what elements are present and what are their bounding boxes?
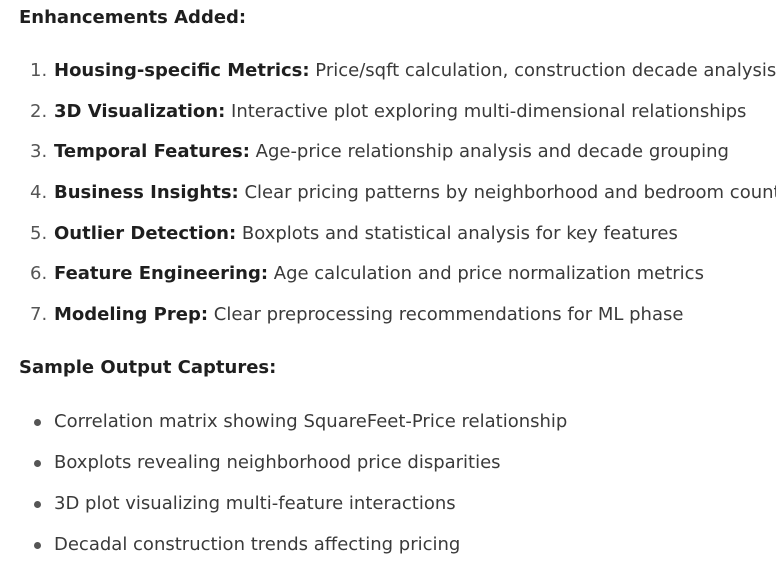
item-description: Boxplots and statistical analysis for ke… [236,222,678,244]
item-description: Clear preprocessing recommendations for … [208,304,684,326]
list-item: 6. Feature Engineering: Age calculation … [0,263,776,304]
list-item-text: Temporal Features: Age-price relationshi… [54,141,729,163]
bullet-item: Boxplots revealing neighborhood price di… [0,452,776,493]
bullet-item: Decadal construction trends affecting pr… [0,534,776,575]
bullet-dot-icon [34,542,41,549]
item-description: Clear pricing patterns by neighborhood a… [238,182,776,204]
list-item-text: Housing-specific Metrics: Price/sqft cal… [54,60,776,82]
list-item-text: Business Insights: Clear pricing pattern… [54,182,776,204]
list-number: 4. [30,182,48,204]
bullet-item-text: Decadal construction trends affecting pr… [54,534,461,555]
list-number: 7. [30,304,48,326]
list-item-text: Modeling Prep: Clear preprocessing recom… [54,304,683,326]
bullet-item-text: 3D plot visualizing multi-feature intera… [54,493,456,514]
item-description: Age calculation and price normalization … [268,263,704,285]
list-item: 1. Housing-specific Metrics: Price/sqft … [0,60,776,101]
list-item: 5. Outlier Detection: Boxplots and stati… [0,223,776,264]
bullet-dot-icon [34,460,41,467]
item-label: Housing-specific Metrics: [54,60,310,81]
item-description: Age-price relationship analysis and deca… [249,141,729,163]
section-heading-enhancements: Enhancements Added: [19,7,247,28]
list-item-text: Feature Engineering: Age calculation and… [54,263,704,285]
item-label: 3D Visualization: [54,100,226,122]
sample-output-list: Correlation matrix showing SquareFeet-Pr… [0,411,776,575]
item-description: Interactive plot exploring multi-dimensi… [225,100,747,122]
list-item: 3. Temporal Features: Age-price relation… [0,141,776,182]
bullet-item: Correlation matrix showing SquareFeet-Pr… [0,411,776,452]
bullet-item-text: Boxplots revealing neighborhood price di… [54,452,501,473]
list-item-text: 3D Visualization: Interactive plot explo… [54,101,746,123]
item-label: Temporal Features: [54,141,250,163]
list-number: 5. [30,222,48,244]
list-number: 6. [30,263,48,285]
bullet-dot-icon [34,501,41,508]
list-item: 4. Business Insights: Clear pricing patt… [0,182,776,223]
list-item: 7. Modeling Prep: Clear preprocessing re… [0,304,776,345]
item-description: Price/sqft calculation, construction dec… [309,60,776,81]
list-number: 3. [30,141,48,163]
item-label: Business Insights: [54,182,239,204]
item-label: Outlier Detection: [54,222,237,244]
section-heading-sample-output: Sample Output Captures: [19,357,277,378]
list-number: 2. [30,100,48,122]
bullet-item-text: Correlation matrix showing SquareFeet-Pr… [54,411,568,432]
bullet-dot-icon [34,419,41,426]
item-label: Feature Engineering: [54,263,269,285]
list-item: 2. 3D Visualization: Interactive plot ex… [0,101,776,142]
list-number: 1. [30,60,48,81]
enhancements-list: 1. Housing-specific Metrics: Price/sqft … [0,60,776,345]
bullet-item: 3D plot visualizing multi-feature intera… [0,493,776,534]
item-label: Modeling Prep: [54,304,209,326]
list-item-text: Outlier Detection: Boxplots and statisti… [54,223,678,245]
